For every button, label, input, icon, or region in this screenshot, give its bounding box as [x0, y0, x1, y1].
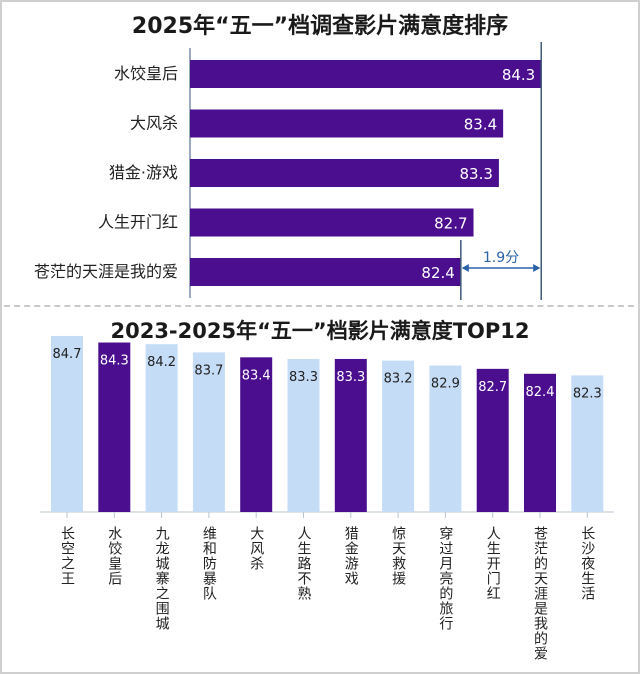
bar-12	[571, 375, 604, 512]
value-label: 82.7	[478, 380, 507, 395]
bar-1	[51, 335, 83, 512]
category-label: 大风杀	[248, 526, 264, 571]
value-label: 82.9	[431, 377, 460, 392]
bar-3	[190, 159, 499, 187]
category-label: 人生开门红	[485, 526, 501, 601]
category-label: 长空之王	[59, 526, 75, 586]
section-divider	[4, 305, 634, 307]
value-label: 82.7	[434, 215, 467, 233]
bar-11	[524, 373, 556, 512]
category-label: 水饺皇后	[114, 64, 178, 83]
category-label: 穿过月亮的旅行	[437, 526, 453, 631]
bar-5	[190, 258, 461, 286]
category-label: 维和防暴队	[201, 526, 217, 601]
category-label: 猎金游戏	[343, 526, 359, 586]
bar-2	[190, 109, 504, 138]
bar-3	[145, 344, 178, 512]
bar-7	[334, 358, 367, 512]
bar-6	[287, 358, 320, 512]
category-label: 人生开门红	[98, 213, 178, 232]
category-label: 水饺皇后	[106, 526, 122, 586]
arrow-head-right	[533, 264, 541, 272]
bar-9	[429, 365, 462, 512]
category-label: 猎金·游戏	[109, 163, 178, 182]
category-label: 苍茫的天涯是我的爱	[34, 262, 178, 281]
value-label: 82.4	[421, 264, 454, 282]
chart-title-top12: 2023-2025年“五一”档影片满意度TOP12	[110, 319, 530, 343]
bar-10	[476, 368, 509, 512]
chart-title-2025-ranking: 2025年“五一”档调查影片满意度排序	[131, 14, 509, 39]
value-label: 83.3	[336, 370, 365, 385]
value-label: 83.2	[384, 372, 413, 387]
value-label: 83.3	[289, 370, 318, 385]
arrow-head-left	[461, 264, 469, 272]
difference-label-bg	[479, 246, 524, 266]
value-label: 84.3	[502, 66, 535, 84]
value-label: 84.7	[53, 347, 82, 362]
value-label: 83.4	[464, 116, 497, 134]
value-label: 83.3	[459, 165, 492, 183]
bar-1	[190, 60, 542, 88]
value-label: 83.7	[194, 363, 223, 378]
horizontal-bar-chart: 水饺皇后 84.3 大风杀 83.4 猎金·游戏 83.3 人生开门红 82.7 苍茫的天涯是我…	[34, 42, 542, 300]
bar-5	[240, 357, 273, 512]
category-label: 惊天救援	[390, 526, 406, 586]
category-label: 大风杀	[130, 114, 178, 133]
value-label: 82.3	[573, 386, 602, 401]
bar-8	[382, 360, 415, 512]
category-label: 苍茫的天涯是我的爱	[532, 526, 548, 661]
value-label: 83.4	[242, 368, 271, 383]
category-label: 九龙城寨之围城	[154, 526, 170, 631]
bar-2	[98, 342, 131, 512]
category-label: 人生路不熟	[296, 526, 312, 601]
difference-label: 1.9分	[483, 250, 519, 266]
value-label: 84.3	[100, 354, 129, 369]
value-label: 82.4	[526, 385, 555, 400]
bar-4	[192, 352, 225, 512]
value-label: 84.2	[147, 355, 176, 370]
bar-4	[190, 208, 474, 237]
category-label: 长沙夜生活	[579, 526, 595, 601]
